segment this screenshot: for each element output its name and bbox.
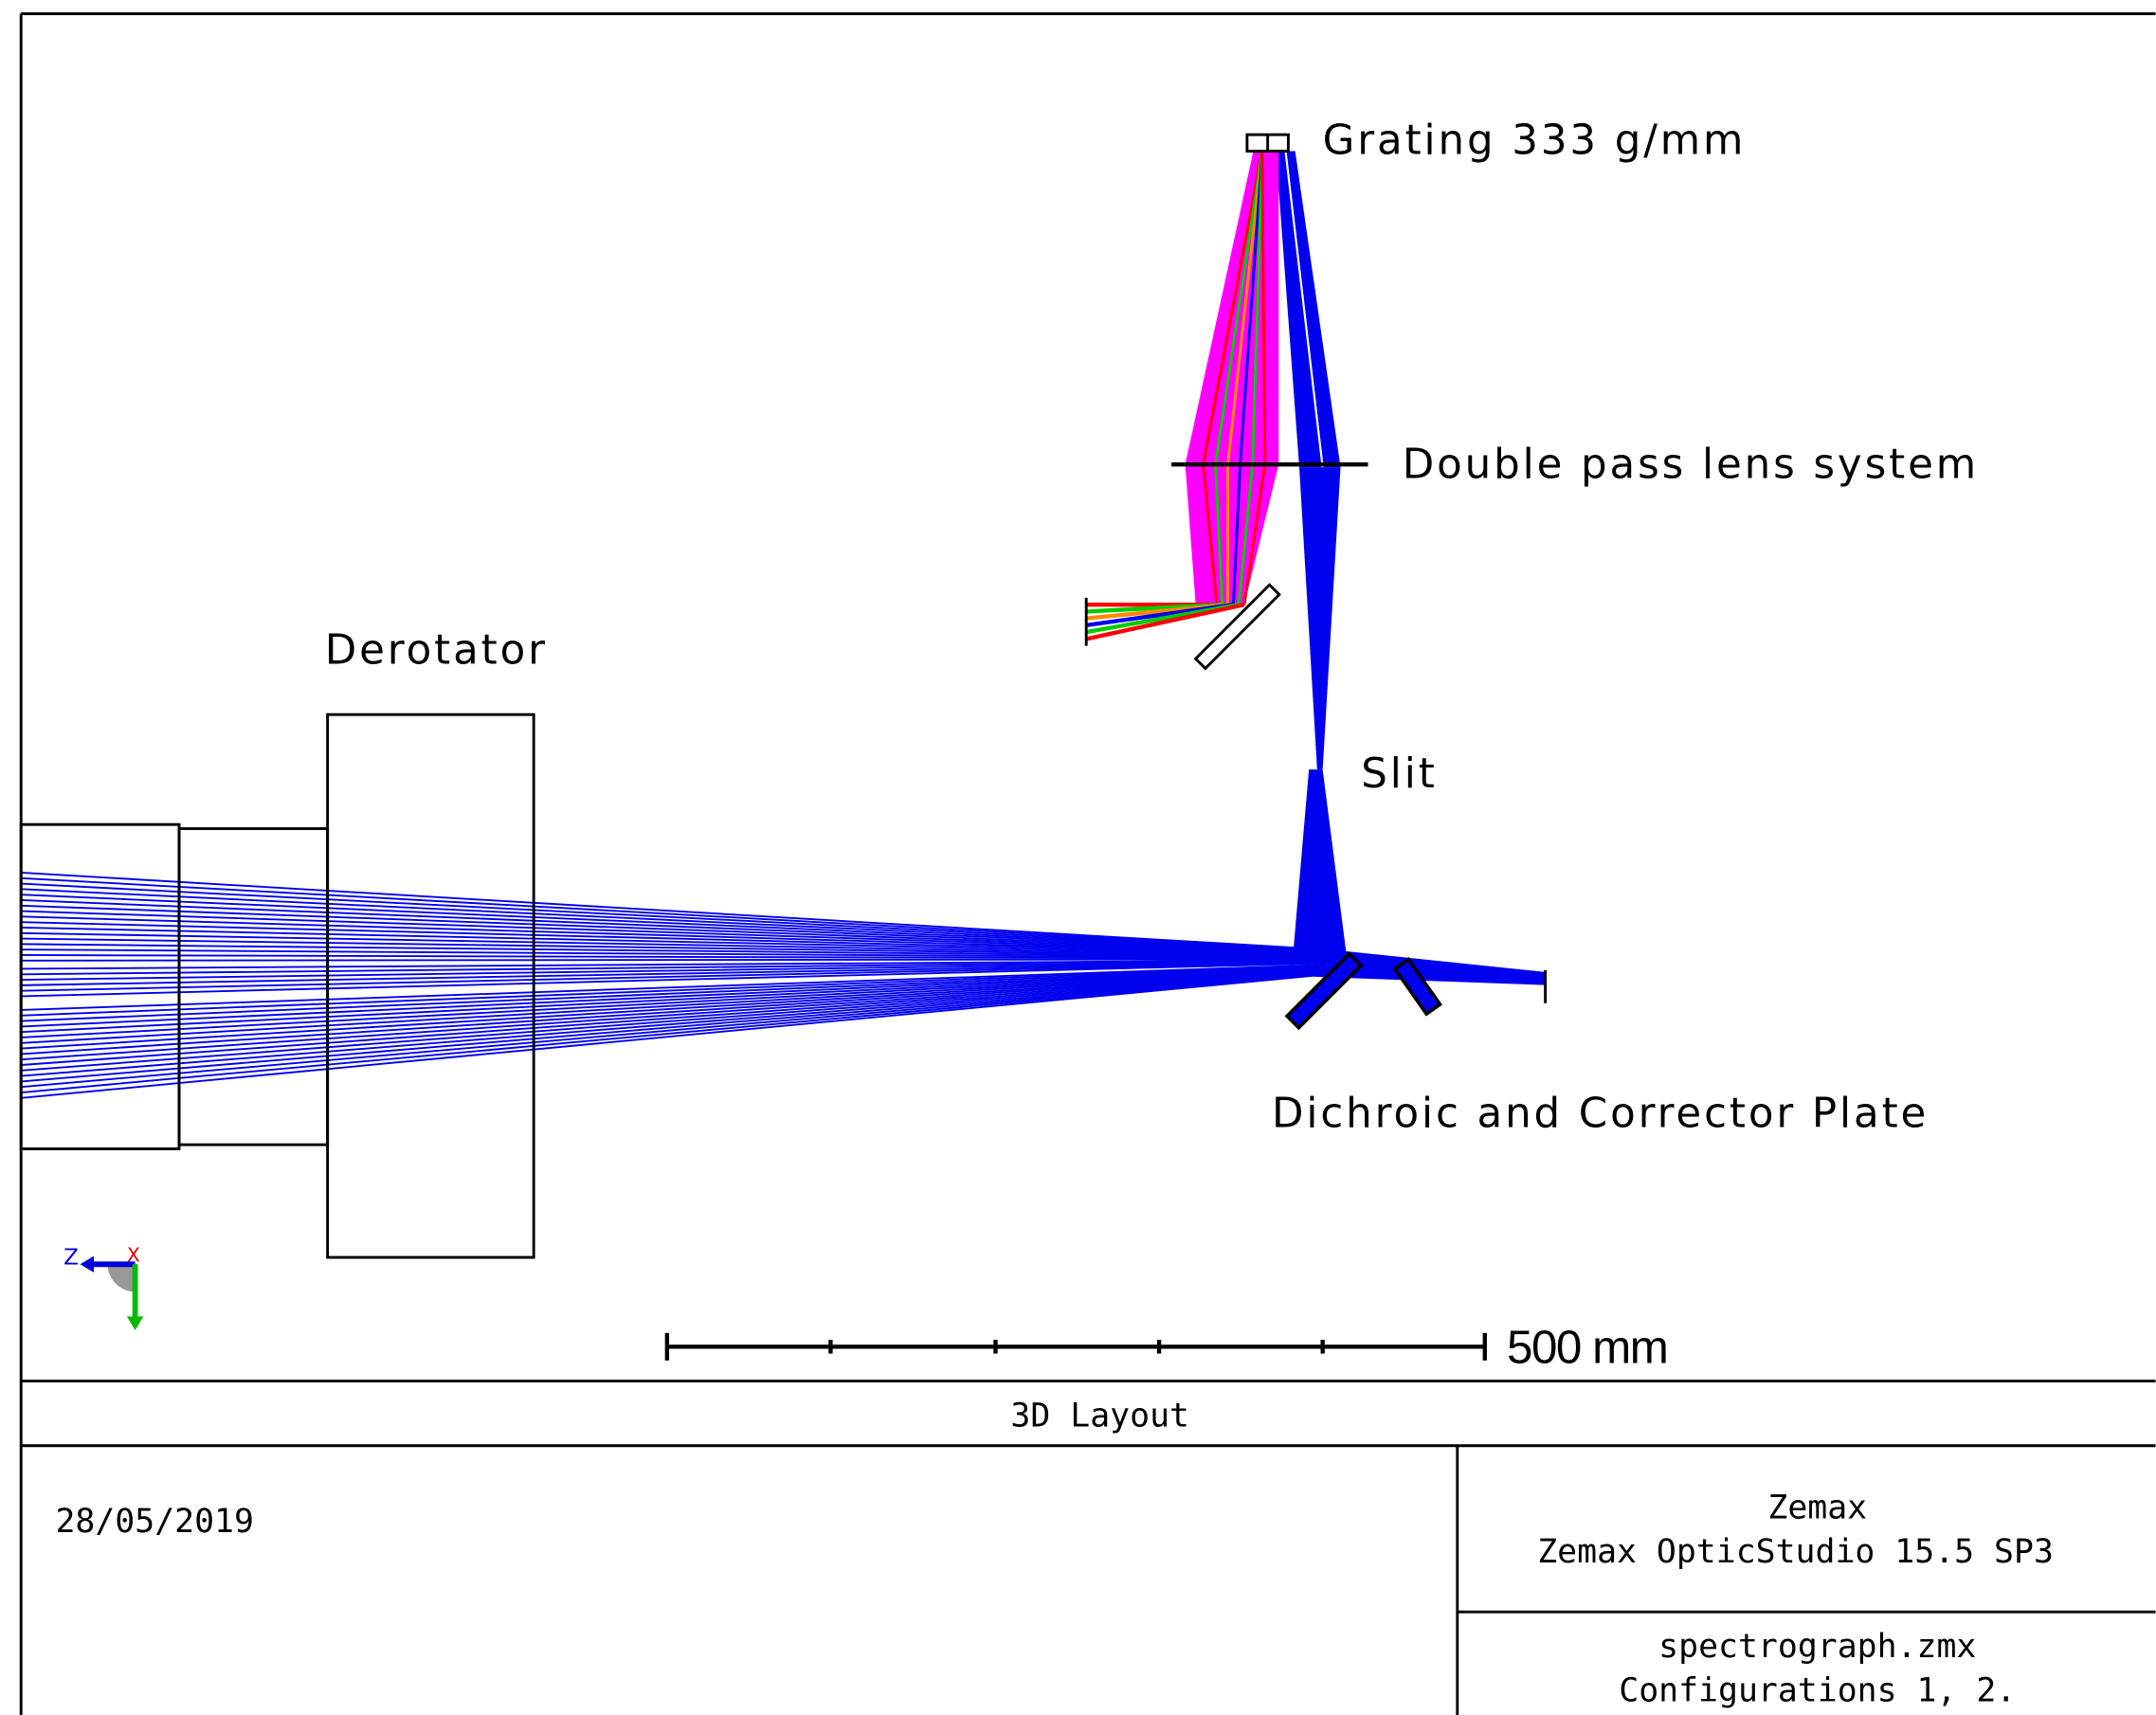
axis-label: X — [127, 1243, 140, 1266]
scale-label: 500 mm — [1507, 1322, 1667, 1374]
layout-window: Grating 333 g/mm Double pass lens system… — [0, 0, 2156, 1715]
ray — [21, 959, 1313, 960]
axis-label: Z — [63, 1244, 79, 1270]
label: Grating 333 g/mm — [1323, 117, 1747, 164]
footer-file: spectrograph.zmx — [1658, 1628, 1976, 1666]
label: Slit — [1361, 750, 1437, 798]
background — [0, 0, 2155, 1715]
footer-title: 3D Layout — [1010, 1397, 1189, 1435]
footer-software: Zemax OpticStudio 15.5 SP3 — [1537, 1533, 2054, 1571]
label: Double pass lens system — [1403, 442, 1979, 489]
footer-configurations: Configurations 1, 2. — [1619, 1671, 2016, 1709]
label: Derotator — [325, 627, 548, 675]
footer-date: 28/05/2019 — [55, 1503, 254, 1541]
page: Grating 333 g/mm Double pass lens system… — [0, 0, 2156, 1715]
footer-company: Zemax — [1767, 1489, 1867, 1527]
label: Dichroic and Corrector Plate — [1272, 1090, 1929, 1137]
